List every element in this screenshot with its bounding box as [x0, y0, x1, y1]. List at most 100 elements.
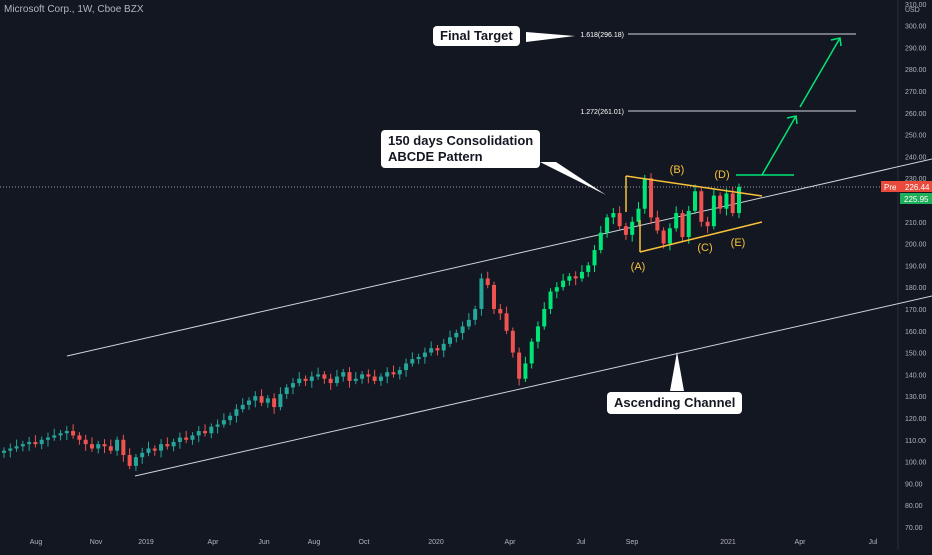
y-tick-label: 210.00	[905, 220, 927, 227]
candle-body	[492, 284, 496, 309]
candle-body	[416, 356, 421, 360]
triangle-upper-line	[625, 175, 763, 197]
candle-body	[693, 191, 698, 211]
x-tick-label: Aug	[308, 539, 321, 546]
candle-body	[404, 363, 409, 371]
candle-body	[309, 376, 314, 381]
candle-body	[548, 291, 553, 309]
candle-body	[385, 372, 390, 377]
candles	[2, 173, 741, 471]
y-tick-label: 170.00	[905, 307, 927, 314]
candle-body	[215, 424, 220, 427]
consolidation-text-line2: ABCDE Pattern	[388, 149, 483, 164]
candle-body	[605, 217, 610, 233]
candle-body	[102, 444, 107, 447]
candle-body	[290, 383, 295, 388]
x-axis: Aug Nov 2019 Apr Jun Aug Oct 2020 Apr Jul Sep 2021 A…	[30, 539, 878, 546]
candle-body	[209, 426, 214, 434]
consolidation-callout: 150 days Consolidation ABCDE Pattern	[381, 130, 541, 168]
candle-body	[341, 372, 346, 377]
candle-body	[108, 446, 113, 451]
y-tick-label: 250.00	[905, 133, 927, 140]
candle-body	[152, 448, 157, 451]
final-target-pointer	[526, 32, 575, 42]
candle-body	[159, 444, 164, 451]
candle-body	[52, 435, 57, 438]
x-tick-label: Apr	[208, 539, 220, 546]
target-arrow-2	[799, 37, 841, 108]
candle-body	[611, 213, 616, 218]
x-tick-label: Apr	[505, 539, 517, 546]
y-tick-label: 310.00	[905, 2, 927, 9]
candle-body	[39, 439, 44, 445]
candle-body	[649, 178, 654, 218]
candle-body	[64, 431, 69, 434]
consolidation-text-line1: 150 days Consolidation	[388, 133, 534, 148]
candle-body	[479, 278, 484, 309]
target-arrow-2-head	[830, 37, 842, 47]
wave-label-a: (A)	[631, 261, 646, 273]
candle-body	[529, 341, 534, 364]
candle-body	[140, 452, 145, 458]
wave-label-b: (B)	[670, 164, 685, 176]
candle-body	[8, 448, 13, 451]
candle-body	[485, 278, 490, 285]
candle-body	[27, 441, 32, 445]
wave-label-d: (D)	[714, 169, 729, 181]
candle-body	[366, 374, 371, 377]
candle-body	[372, 376, 377, 381]
candle-body	[617, 213, 622, 227]
candle-body	[272, 398, 277, 408]
candle-body	[724, 193, 729, 209]
ascending-channel-text: Ascending Channel	[614, 395, 736, 410]
pre-price-tag	[881, 181, 932, 192]
consolidation-pointer	[540, 162, 606, 195]
candle-body	[378, 376, 383, 381]
symbol-label: Microsoft Corp., 1W, Cboe BZX	[4, 4, 144, 15]
candle-body	[586, 265, 591, 272]
candle-body	[2, 450, 6, 453]
y-tick-label: 160.00	[905, 329, 927, 336]
candle-body	[14, 446, 19, 449]
candle-body	[265, 398, 270, 403]
candle-body	[554, 287, 559, 292]
wave-label-e: (E)	[731, 237, 746, 249]
candle-body	[542, 308, 547, 327]
candle-body	[655, 217, 660, 231]
y-tick-label: 100.00	[905, 460, 927, 467]
y-tick-label: 190.00	[905, 263, 927, 270]
candle-body	[203, 431, 208, 434]
candle-body	[259, 396, 264, 403]
x-tick-label: Sep	[626, 539, 639, 546]
currency-label: USD	[905, 7, 920, 14]
candle-body	[58, 433, 63, 436]
y-tick-label: 150.00	[905, 351, 927, 358]
x-tick-label: 2019	[138, 539, 154, 546]
candle-body	[234, 409, 239, 416]
candle-body	[579, 271, 584, 279]
candle-body	[165, 444, 170, 447]
y-tick-label: 70.00	[905, 525, 923, 532]
y-tick-label: 80.00	[905, 503, 923, 510]
candle-body	[278, 393, 283, 408]
candle-body	[473, 308, 478, 320]
candle-body	[623, 226, 628, 235]
final-target-callout: Final Target	[433, 26, 520, 46]
candle-body	[517, 352, 522, 379]
candle-body	[184, 437, 189, 440]
candle-body	[77, 435, 82, 440]
y-tick-label: 110.00	[905, 438, 926, 445]
candle-body	[127, 455, 132, 466]
final-target-text: Final Target	[440, 28, 513, 43]
candle-body	[441, 343, 446, 351]
candle-body	[334, 376, 339, 384]
y-tick-label: 280.00	[905, 67, 927, 74]
candle-body	[630, 221, 635, 235]
candle-body	[240, 404, 245, 410]
x-tick-label: Jun	[258, 539, 269, 546]
x-tick-label: 2021	[720, 539, 736, 546]
y-tick-label: 180.00	[905, 285, 927, 292]
candle-body	[718, 195, 723, 209]
candle-body	[429, 348, 434, 353]
y-axis: 70.00 80.00 90.00 100.00 110.00 120.00 130.00 1…	[905, 2, 927, 532]
